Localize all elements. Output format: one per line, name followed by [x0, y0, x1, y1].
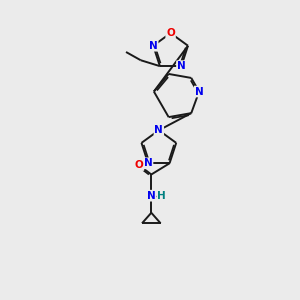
Text: N: N [149, 41, 158, 51]
Text: N: N [147, 191, 156, 201]
Text: N: N [195, 86, 203, 97]
Text: N: N [144, 158, 152, 168]
Text: O: O [166, 28, 175, 38]
Text: O: O [135, 160, 143, 170]
Text: N: N [177, 61, 186, 71]
Text: H: H [157, 191, 166, 201]
Text: N: N [154, 125, 163, 135]
